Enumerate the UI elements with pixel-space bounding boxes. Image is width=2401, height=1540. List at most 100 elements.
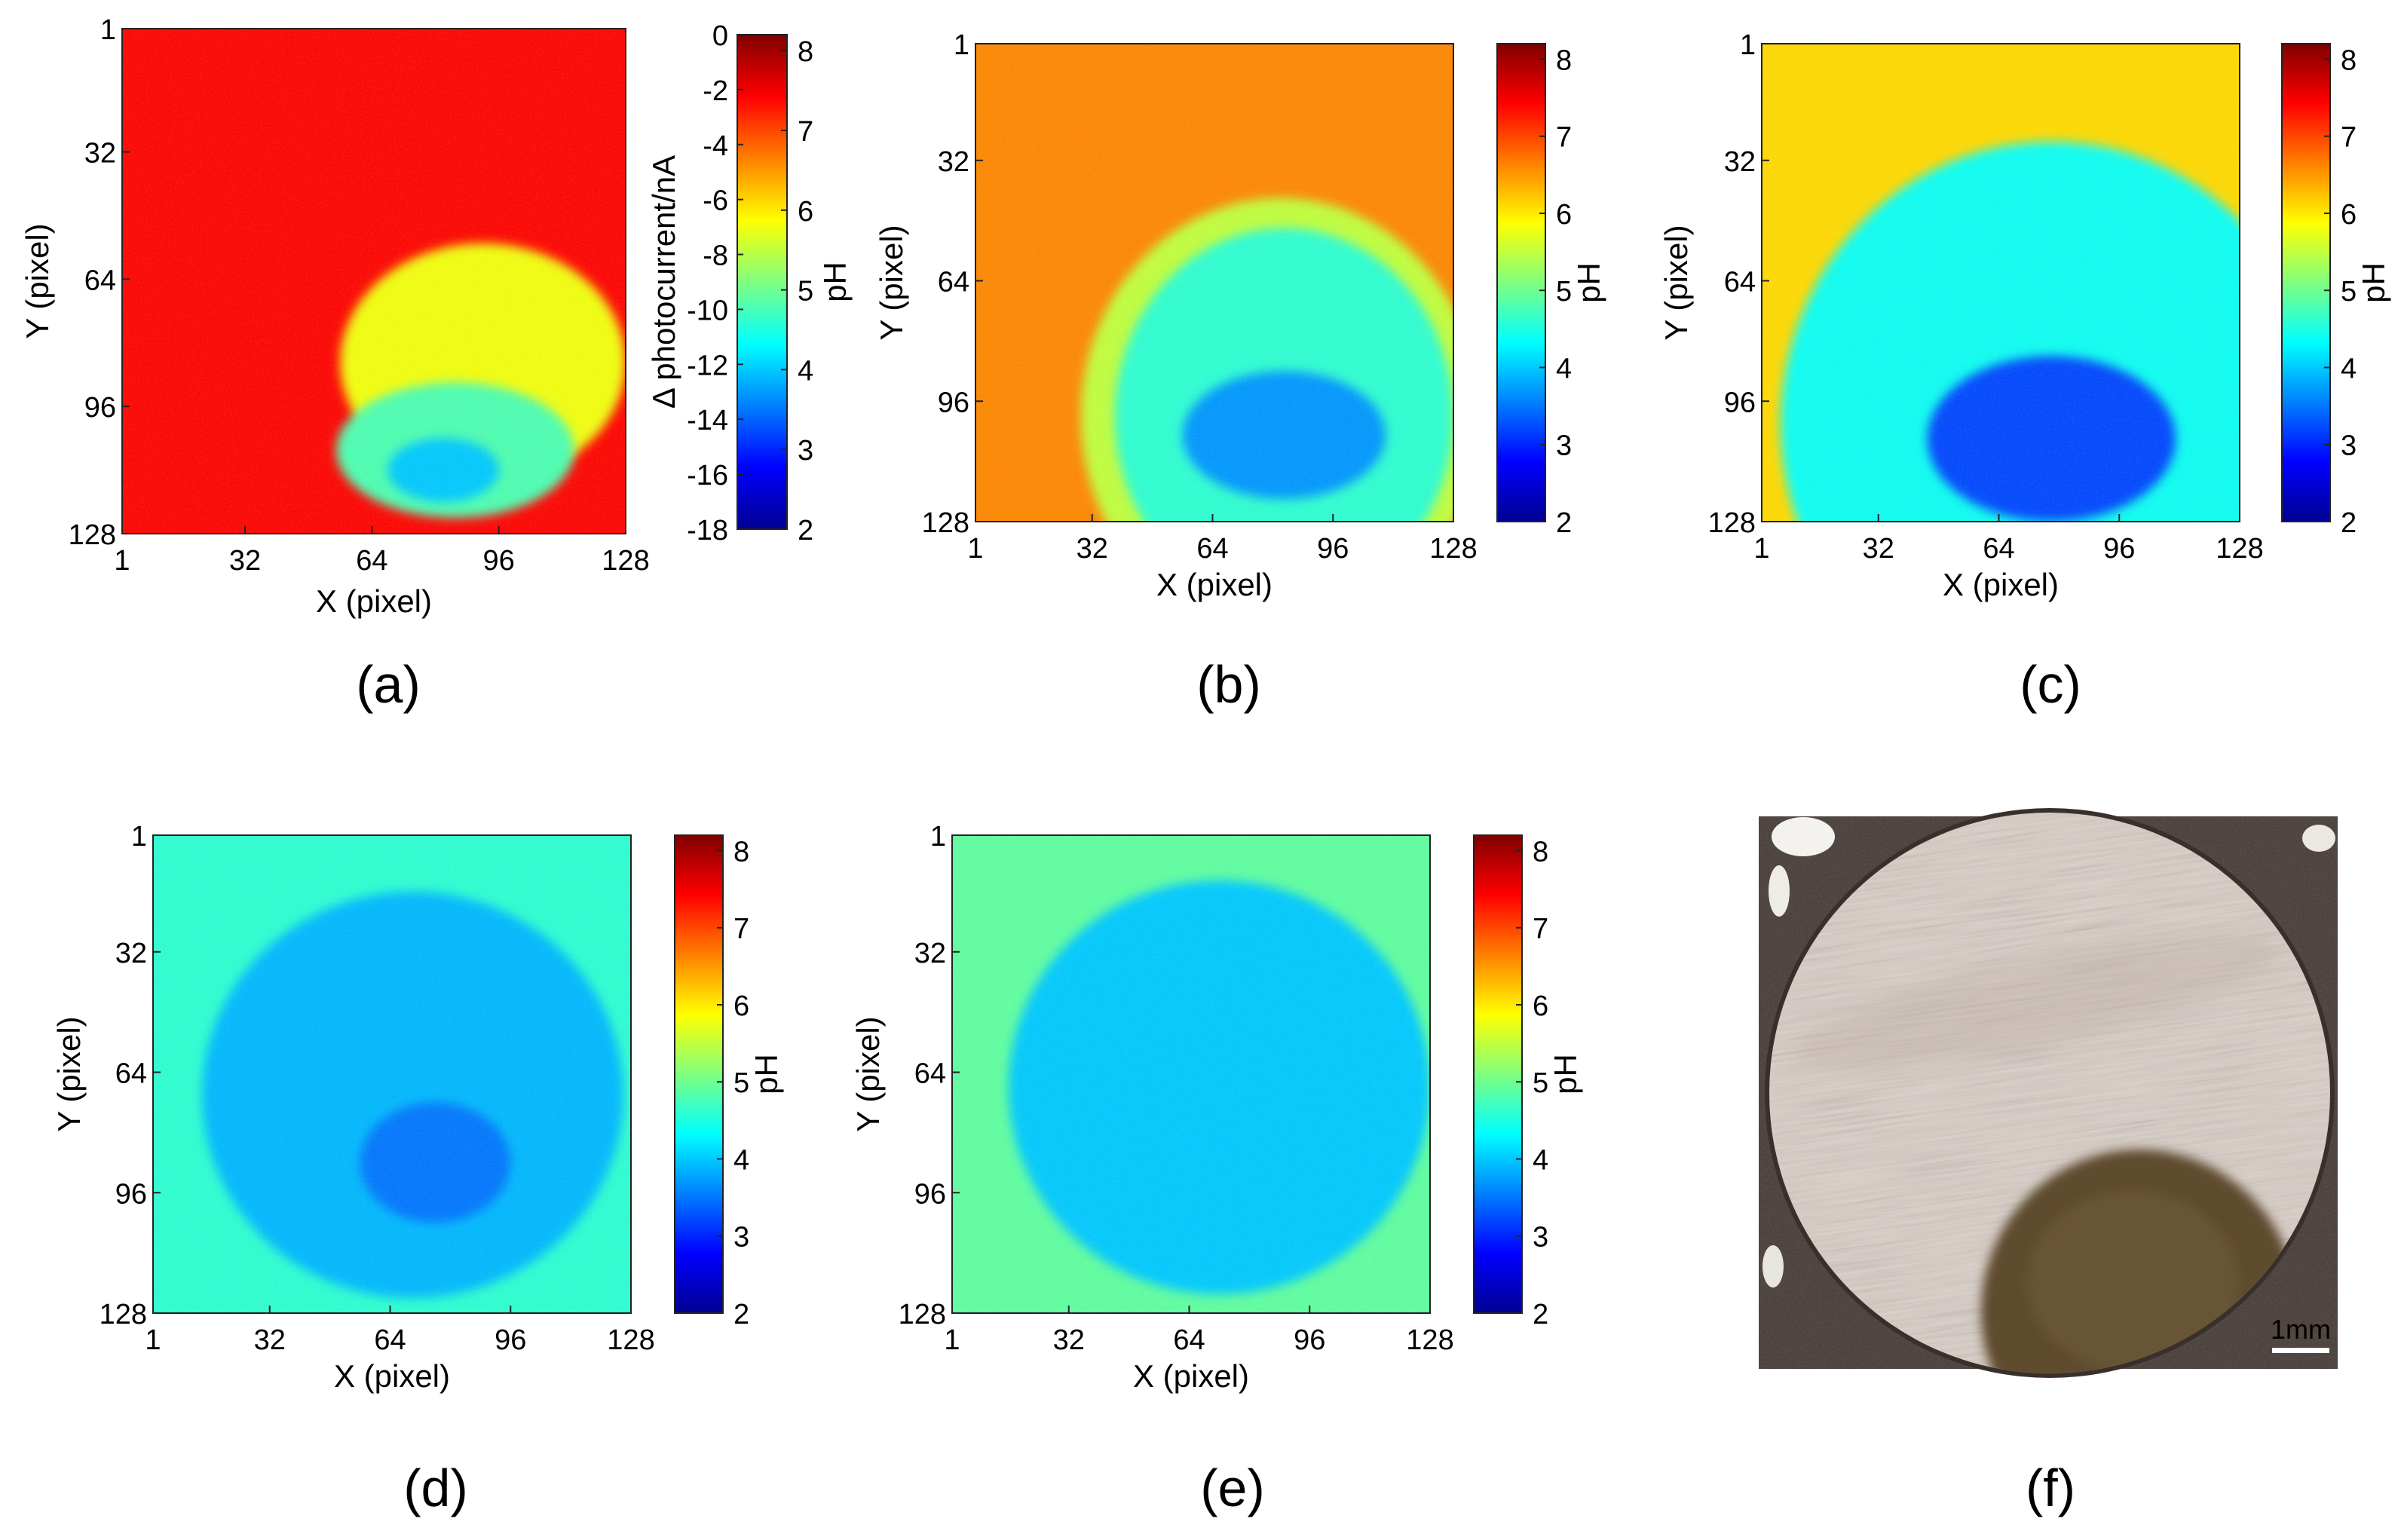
y-tick-label: 64 [84, 265, 116, 296]
photocurrent-tick-label: -18 [687, 515, 728, 547]
colorbar-tick-label: 7 [733, 914, 749, 945]
x-tick-label: 1 [1753, 533, 1769, 565]
panel-label-f: (f) [2026, 1459, 2075, 1517]
colorbar-tick-label: 8 [1556, 44, 1572, 76]
colorbar-tick-label: 5 [733, 1067, 749, 1099]
colorbar-tick-label: 2 [798, 515, 813, 547]
photocurrent-axis-label: Δ photocurrent/nA [646, 155, 681, 409]
x-tick-label: 1 [944, 1324, 960, 1356]
panel-label-a: (a) [356, 655, 421, 714]
colorbar-c [2281, 43, 2331, 522]
photocurrent-tick-label: -4 [703, 130, 728, 162]
x-tick-label: 96 [2103, 533, 2135, 565]
y-tick-label: 128 [922, 507, 969, 539]
x-tick-label: 32 [1863, 533, 1894, 565]
x-axis-label-c: X (pixel) [1943, 567, 2059, 602]
y-tick-label: 1 [131, 821, 147, 853]
corrosion-spot-inner [2028, 1191, 2239, 1372]
panel-label-c: (c) [2020, 655, 2081, 714]
colorbar-tick-label: 3 [1533, 1222, 1548, 1254]
x-axis-label-a: X (pixel) [316, 583, 432, 619]
y-tick-label: 32 [938, 146, 969, 178]
y-tick-label: 96 [914, 1178, 946, 1210]
colorbar-tick-label: 6 [1556, 199, 1572, 231]
photocurrent-tick-label: 0 [712, 20, 728, 52]
heatmap-noise [952, 835, 1430, 1313]
x-tick-label: 128 [2216, 533, 2263, 565]
x-tick-label: 64 [1196, 533, 1228, 565]
photocurrent-tick-label: -10 [687, 295, 728, 326]
colorbar-label-b: pH [1571, 262, 1606, 303]
heatmap-a [122, 29, 626, 534]
y-tick-label: 128 [899, 1299, 946, 1330]
disc [1769, 813, 2330, 1373]
photocurrent-tick-label: -6 [703, 185, 728, 217]
y-tick-label: 96 [938, 387, 969, 418]
plot-frame-b [975, 43, 1454, 522]
colorbar-tick-label: 2 [733, 1299, 749, 1330]
colorbar-tick-label: 5 [1533, 1067, 1548, 1099]
x-axis-label-e: X (pixel) [1133, 1358, 1249, 1394]
colorbar-tick-label: 8 [2341, 44, 2357, 76]
y-axis-label-b: Y (pixel) [874, 225, 909, 340]
x-tick-label: 32 [1053, 1324, 1085, 1356]
heatmap-c [1762, 44, 2240, 522]
heatmap-b [975, 44, 1453, 522]
y-tick-label: 64 [1724, 267, 1756, 299]
photocurrent-tick-label: -8 [703, 240, 728, 272]
x-tick-label: 64 [1983, 533, 2014, 565]
colorbar-tick-label: 6 [733, 990, 749, 1022]
colorbar-label-d: pH [749, 1054, 784, 1095]
scale-bar [2272, 1348, 2329, 1353]
y-axis-label-e: Y (pixel) [850, 1016, 886, 1131]
x-tick-label: 128 [602, 545, 649, 577]
x-axis-label-b: X (pixel) [1156, 567, 1272, 602]
plot-frame-a [121, 28, 626, 534]
heatmap-e [952, 835, 1430, 1313]
y-tick-label: 128 [69, 519, 116, 551]
y-tick-label: 32 [84, 138, 116, 170]
colorbar-tick-label: 7 [2341, 122, 2357, 154]
x-tick-label: 128 [607, 1324, 654, 1356]
colorbar-tick-label: 5 [2341, 276, 2357, 308]
y-tick-label: 1 [954, 29, 969, 61]
colorbar-tick-label: 8 [1533, 836, 1548, 868]
colorbar-b [1496, 43, 1546, 522]
colorbar-tick-label: 2 [1533, 1299, 1548, 1330]
colorbar-d [674, 834, 724, 1314]
x-tick-label: 32 [1076, 533, 1108, 565]
photocurrent-tick-label: -12 [687, 350, 728, 381]
plot-frame-e [951, 834, 1431, 1314]
colorbar-tick-label: 4 [1533, 1144, 1548, 1176]
colorbar-tick-label: 2 [1556, 507, 1572, 539]
y-tick-label: 96 [115, 1178, 147, 1210]
x-tick-label: 96 [483, 545, 515, 577]
y-tick-label: 96 [84, 392, 116, 424]
colorbar-tick-label: 4 [1556, 353, 1572, 384]
colorbar-tick-label: 8 [733, 836, 749, 868]
x-tick-label: 64 [1173, 1324, 1205, 1356]
panel-label-e: (e) [1200, 1459, 1265, 1517]
panel-label-d: (d) [403, 1459, 468, 1517]
y-tick-label: 32 [914, 938, 946, 969]
y-axis-label-d: Y (pixel) [51, 1016, 87, 1131]
reflection-highlight [1769, 865, 1790, 917]
colorbar-tick-label: 8 [798, 36, 813, 68]
x-tick-label: 128 [1429, 533, 1477, 565]
x-tick-label: 1 [967, 533, 983, 565]
colorbar-tick-label: 2 [2341, 507, 2357, 539]
scale-bar-label: 1mm [2271, 1314, 2331, 1345]
colorbar-tick-label: 5 [798, 276, 813, 308]
y-tick-label: 1 [930, 821, 946, 853]
colorbar-tick-label: 7 [1533, 914, 1548, 945]
y-tick-label: 1 [1740, 29, 1756, 61]
colorbar-label-e: pH [1548, 1054, 1583, 1095]
y-axis-label-a: Y (pixel) [20, 223, 55, 338]
heatmap-noise [975, 44, 1453, 522]
x-axis-label-d: X (pixel) [334, 1358, 450, 1394]
colorbar-tick-label: 7 [798, 116, 813, 148]
colorbar-tick-label: 4 [798, 355, 813, 387]
